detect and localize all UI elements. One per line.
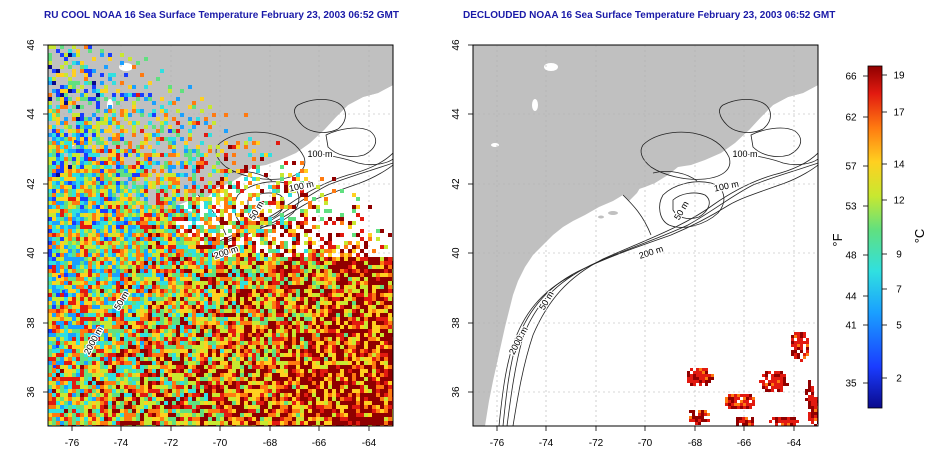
lon-tick-label: -72 — [589, 438, 604, 449]
fahrenheit-axis-label: °F — [830, 233, 845, 246]
lat-tick-label: 42 — [451, 178, 462, 190]
contour-label: 100 m — [732, 149, 757, 159]
lat-tick-label: 40 — [26, 247, 37, 259]
lat-tick-label: 36 — [26, 386, 37, 398]
lat-tick-label: 38 — [451, 317, 462, 329]
colorbar-gradient — [867, 65, 883, 409]
fahrenheit-tick-label: 48 — [845, 251, 857, 262]
lat-tick-label: 40 — [451, 247, 462, 259]
celsius-tick-label: 17 — [893, 108, 905, 119]
temperature-colorbar: 66 62 57 53 48 44 41 35 19 17 14 12 9 7 5 2 °F °C — [830, 65, 927, 409]
lon-tick-label: -74 — [539, 438, 554, 449]
celsius-tick-label: 9 — [896, 250, 902, 261]
lon-tick-label: -64 — [362, 438, 377, 449]
lat-tick-label: 44 — [451, 108, 462, 120]
fahrenheit-tick-label: 53 — [845, 202, 857, 213]
lon-tick-label: -66 — [312, 438, 327, 449]
right-panel-title: DECLOUDED NOAA 16 Sea Surface Temperatur… — [463, 10, 836, 21]
fahrenheit-tick-label: 35 — [845, 379, 857, 390]
lon-tick-label: -66 — [737, 438, 752, 449]
lat-tick-label: 46 — [26, 39, 37, 51]
celsius-tick-label: 5 — [896, 321, 902, 332]
lon-tick-label: -72 — [164, 438, 179, 449]
fahrenheit-tick-label: 41 — [845, 321, 857, 332]
lon-tick-label: -68 — [688, 438, 703, 449]
lon-tick-label: -76 — [65, 438, 80, 449]
celsius-tick-label: 19 — [893, 71, 905, 82]
celsius-tick-label: 7 — [896, 285, 902, 296]
lon-tick-label: -64 — [787, 438, 802, 449]
fahrenheit-tick-label: 44 — [845, 292, 857, 303]
contour-label: 100 m — [307, 149, 332, 159]
celsius-tick-label: 12 — [893, 196, 905, 207]
fahrenheit-tick-label: 57 — [845, 162, 857, 173]
lon-tick-label: -70 — [213, 438, 228, 449]
fahrenheit-tick-label: 62 — [845, 113, 857, 124]
celsius-tick-label: 14 — [893, 160, 905, 171]
left-sst-field — [48, 45, 393, 426]
celsius-tick-label: 2 — [896, 374, 902, 385]
lat-tick-label: 38 — [26, 317, 37, 329]
right-sst-field — [687, 332, 818, 426]
lon-tick-label: -68 — [263, 438, 278, 449]
left-panel-title: RU COOL NOAA 16 Sea Surface Temperature … — [44, 10, 399, 21]
lon-tick-label: -70 — [638, 438, 653, 449]
fahrenheit-tick-label: 66 — [845, 72, 857, 83]
lat-tick-label: 36 — [451, 386, 462, 398]
lat-tick-label: 46 — [451, 39, 462, 51]
lat-tick-label: 42 — [26, 178, 37, 190]
lon-tick-label: -76 — [490, 438, 505, 449]
lat-tick-label: 44 — [26, 108, 37, 120]
lon-tick-label: -74 — [114, 438, 129, 449]
celsius-axis-label: °C — [912, 229, 927, 244]
